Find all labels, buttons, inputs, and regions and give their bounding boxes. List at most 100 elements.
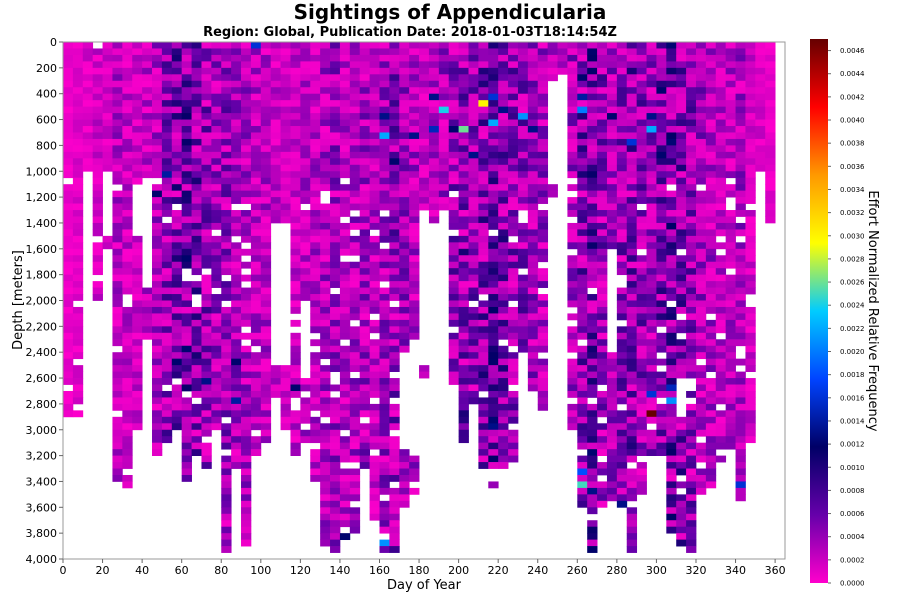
heatmap-cell: [646, 294, 657, 301]
heatmap-cell: [201, 371, 212, 379]
heatmap-cell: [686, 164, 697, 172]
heatmap-cell: [399, 100, 410, 108]
heatmap-cell: [666, 203, 677, 211]
heatmap-cell: [250, 339, 262, 347]
heatmap-cell: [409, 126, 420, 133]
heatmap-cell: [142, 287, 153, 295]
heatmap-cell: [399, 494, 410, 502]
heatmap-cell: [458, 190, 469, 198]
heatmap-cell: [616, 242, 628, 250]
heatmap-cell: [666, 145, 677, 153]
heatmap-cell: [241, 106, 252, 114]
heatmap-cell: [349, 203, 361, 211]
heatmap-cell: [132, 365, 143, 372]
heatmap-cell: [686, 345, 697, 353]
heatmap-cell: [369, 339, 380, 347]
heatmap-cell: [369, 80, 380, 88]
heatmap-cell: [478, 268, 489, 276]
heatmap-cell: [152, 222, 163, 230]
heatmap-cell: [527, 164, 539, 172]
heatmap-cell: [419, 171, 430, 179]
heatmap-cell: [250, 229, 262, 237]
heatmap-cell: [606, 138, 618, 146]
heatmap-cell: [339, 274, 351, 282]
heatmap-cell: [320, 42, 331, 49]
heatmap-cell: [349, 442, 361, 450]
heatmap-cell: [359, 42, 370, 49]
heatmap-cell: [676, 274, 687, 282]
heatmap-cell: [211, 113, 222, 120]
heatmap-cell: [676, 119, 687, 127]
heatmap-cell: [517, 235, 529, 243]
heatmap-cell: [92, 281, 103, 288]
heatmap-cell: [715, 74, 727, 82]
heatmap-cell: [597, 222, 608, 230]
heatmap-cell: [646, 61, 657, 69]
heatmap-cell: [399, 210, 410, 217]
heatmap-cell: [201, 171, 212, 179]
heatmap-cell: [290, 306, 301, 314]
heatmap-cell: [705, 171, 717, 179]
heatmap-cell: [498, 442, 509, 450]
heatmap-cell: [161, 281, 173, 288]
heatmap-cell: [646, 436, 657, 444]
heatmap-cell: [250, 132, 262, 140]
heatmap-cell: [695, 429, 707, 437]
heatmap-cell: [201, 306, 212, 314]
heatmap-cell: [72, 371, 84, 379]
heatmap-cell: [310, 54, 321, 62]
heatmap-cell: [330, 87, 341, 95]
heatmap-cell: [241, 300, 252, 308]
colorbar-tick-label: 0.0012: [840, 441, 865, 449]
heatmap-cell: [260, 229, 272, 237]
heatmap-cell: [616, 358, 628, 366]
heatmap-cell: [63, 113, 74, 120]
heatmap-cell: [330, 416, 341, 424]
heatmap-cell: [260, 67, 272, 75]
heatmap-cell: [478, 119, 489, 127]
heatmap-cell: [735, 177, 746, 185]
heatmap-cell: [241, 145, 252, 153]
heatmap-cell: [498, 352, 509, 360]
heatmap-cell: [211, 313, 222, 321]
heatmap-cell: [310, 87, 321, 95]
heatmap-cell: [231, 268, 242, 276]
heatmap-cell: [330, 248, 341, 256]
heatmap-cell: [537, 339, 549, 347]
colorbar-tick-label: 0.0030: [840, 232, 865, 240]
heatmap-cell: [339, 261, 351, 269]
y-tick-label: 2,400: [26, 346, 58, 359]
heatmap-cell: [755, 164, 766, 172]
heatmap-cell: [448, 158, 460, 166]
heatmap-cell: [211, 384, 222, 392]
heatmap-cell: [320, 74, 331, 82]
heatmap-cell: [458, 80, 469, 88]
heatmap-cell: [72, 261, 84, 269]
heatmap-cell: [250, 216, 262, 224]
heatmap-cell: [250, 287, 262, 295]
heatmap-cell: [409, 468, 420, 476]
heatmap-cell: [161, 87, 173, 95]
heatmap-cell: [102, 138, 113, 146]
heatmap-cell: [458, 326, 469, 334]
heatmap-cell: [597, 61, 608, 69]
heatmap-cell: [686, 222, 697, 230]
heatmap-cell: [517, 132, 529, 140]
heatmap-cell: [488, 326, 499, 334]
heatmap-cell: [725, 352, 736, 360]
heatmap-cell: [458, 177, 469, 185]
heatmap-cell: [112, 54, 123, 62]
heatmap-cell: [676, 520, 687, 528]
heatmap-cell: [527, 235, 539, 243]
heatmap-cell: [567, 132, 578, 140]
heatmap-cell: [666, 378, 677, 385]
heatmap-cell: [63, 294, 74, 301]
heatmap-cell: [468, 261, 479, 269]
heatmap-cell: [478, 384, 489, 392]
heatmap-cell: [666, 306, 677, 314]
heatmap-cell: [646, 403, 657, 411]
heatmap-cell: [606, 54, 618, 62]
heatmap-cell: [92, 222, 103, 230]
heatmap-cell: [389, 164, 400, 172]
heatmap-cell: [745, 390, 756, 398]
